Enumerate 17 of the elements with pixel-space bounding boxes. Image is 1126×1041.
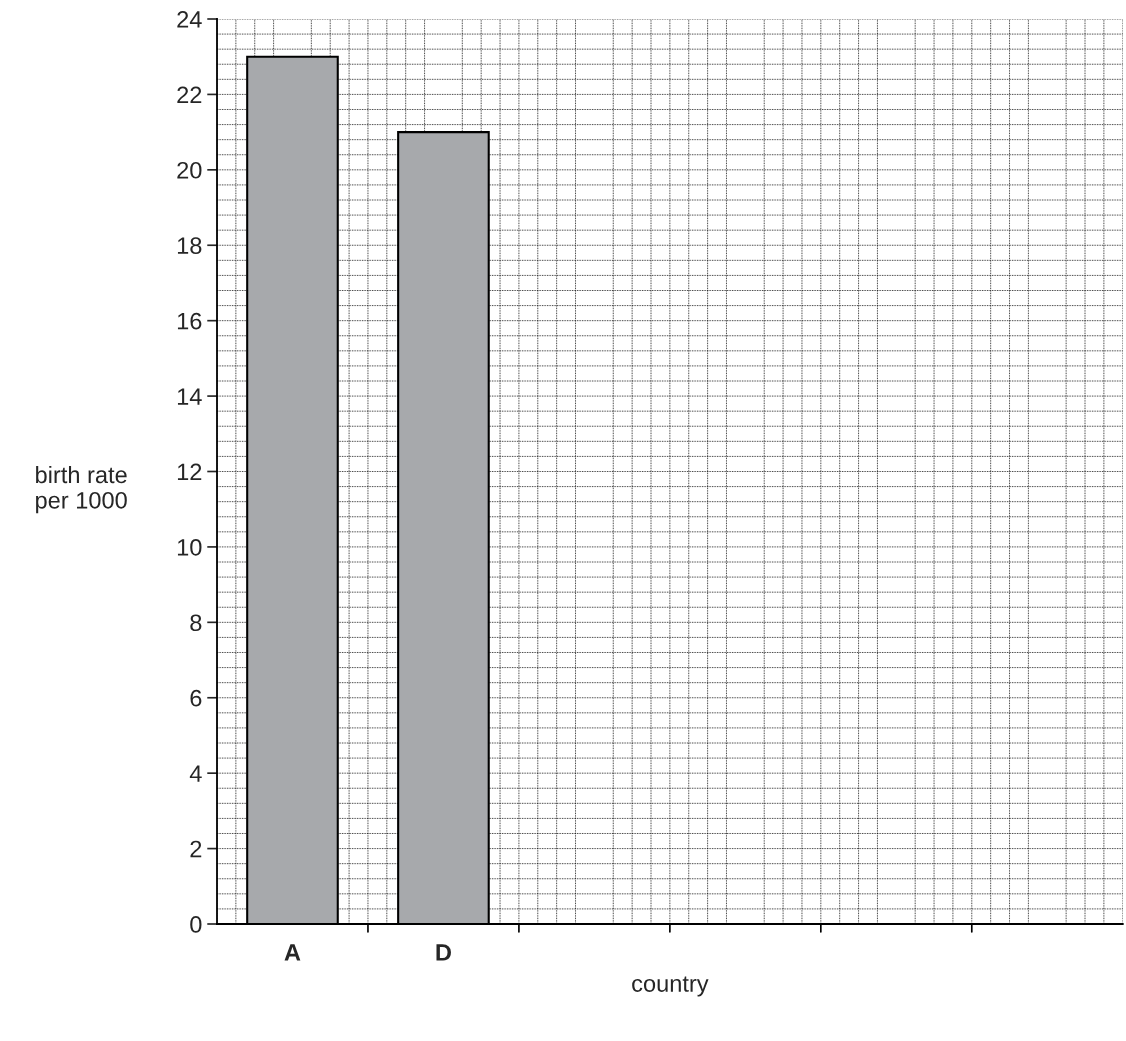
y-tick-label: 10 bbox=[177, 538, 202, 556]
y-tick-label: 16 bbox=[177, 312, 202, 330]
y-tick-label: 22 bbox=[177, 86, 202, 103]
y-tick-label: 24 bbox=[177, 11, 202, 28]
y-tick-label: 4 bbox=[189, 765, 202, 782]
y-tick-label: 2 bbox=[190, 840, 202, 858]
y-tick-label: 18 bbox=[177, 237, 202, 255]
x-tick-label: A bbox=[284, 944, 301, 961]
y-tick-label: 14 bbox=[177, 388, 202, 405]
x-tick-label: D bbox=[436, 944, 451, 961]
y-tick-label: 8 bbox=[190, 614, 202, 632]
y-tick-label: 20 bbox=[177, 161, 202, 179]
y-tick-label: 0 bbox=[190, 916, 202, 933]
y-axis-title: birth rate per 1000 bbox=[36, 465, 127, 514]
y-tick-label: 6 bbox=[190, 689, 202, 707]
y-tick-label: 12 bbox=[177, 463, 202, 481]
x-axis-title: country bbox=[632, 976, 709, 997]
